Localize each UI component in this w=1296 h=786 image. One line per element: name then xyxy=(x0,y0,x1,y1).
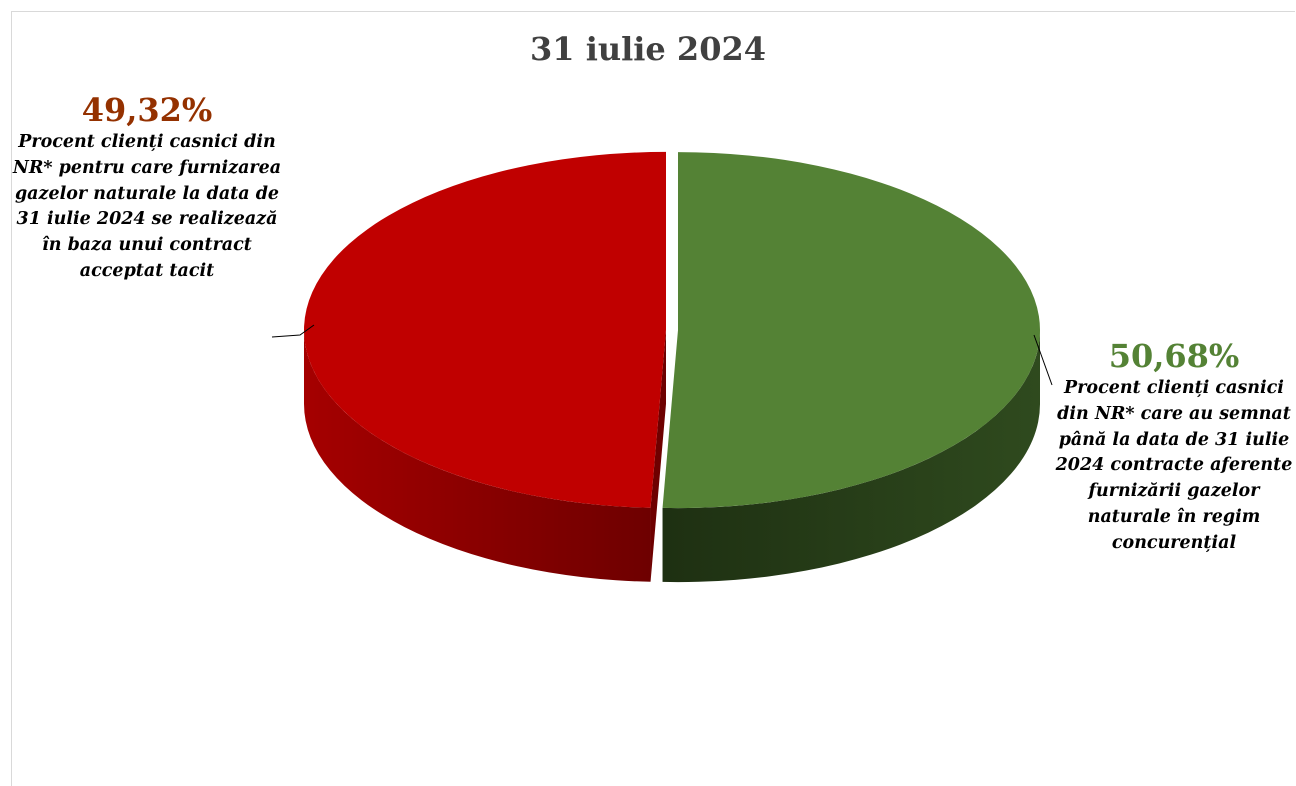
slice-label-red: 49,32% Procent clienți casnici din NR* p… xyxy=(12,90,282,285)
pie-slice-side-red xyxy=(304,329,651,582)
pie-slice-green xyxy=(662,152,1040,509)
leader-line-green xyxy=(1033,334,1053,386)
slice-label-green: 50,68% Procent clienți casnici din NR* c… xyxy=(1050,336,1296,557)
slice-description-green: Procent clienți casnici din NR* care au … xyxy=(1055,378,1293,553)
chart-title: 31 iulie 2024 xyxy=(530,30,766,68)
slice-description-red: Procent clienți casnici din NR* pentru c… xyxy=(12,132,282,281)
slice-value-label-red: 49,32% xyxy=(81,91,213,129)
pie-slice-red xyxy=(304,151,667,508)
chart-frame xyxy=(11,11,1295,786)
pie-slice-side-green xyxy=(662,330,1040,583)
slice-value-label-green: 50,68% xyxy=(1108,337,1240,375)
leader-line-red xyxy=(271,324,315,338)
pie-slice-cut-red xyxy=(650,329,667,582)
